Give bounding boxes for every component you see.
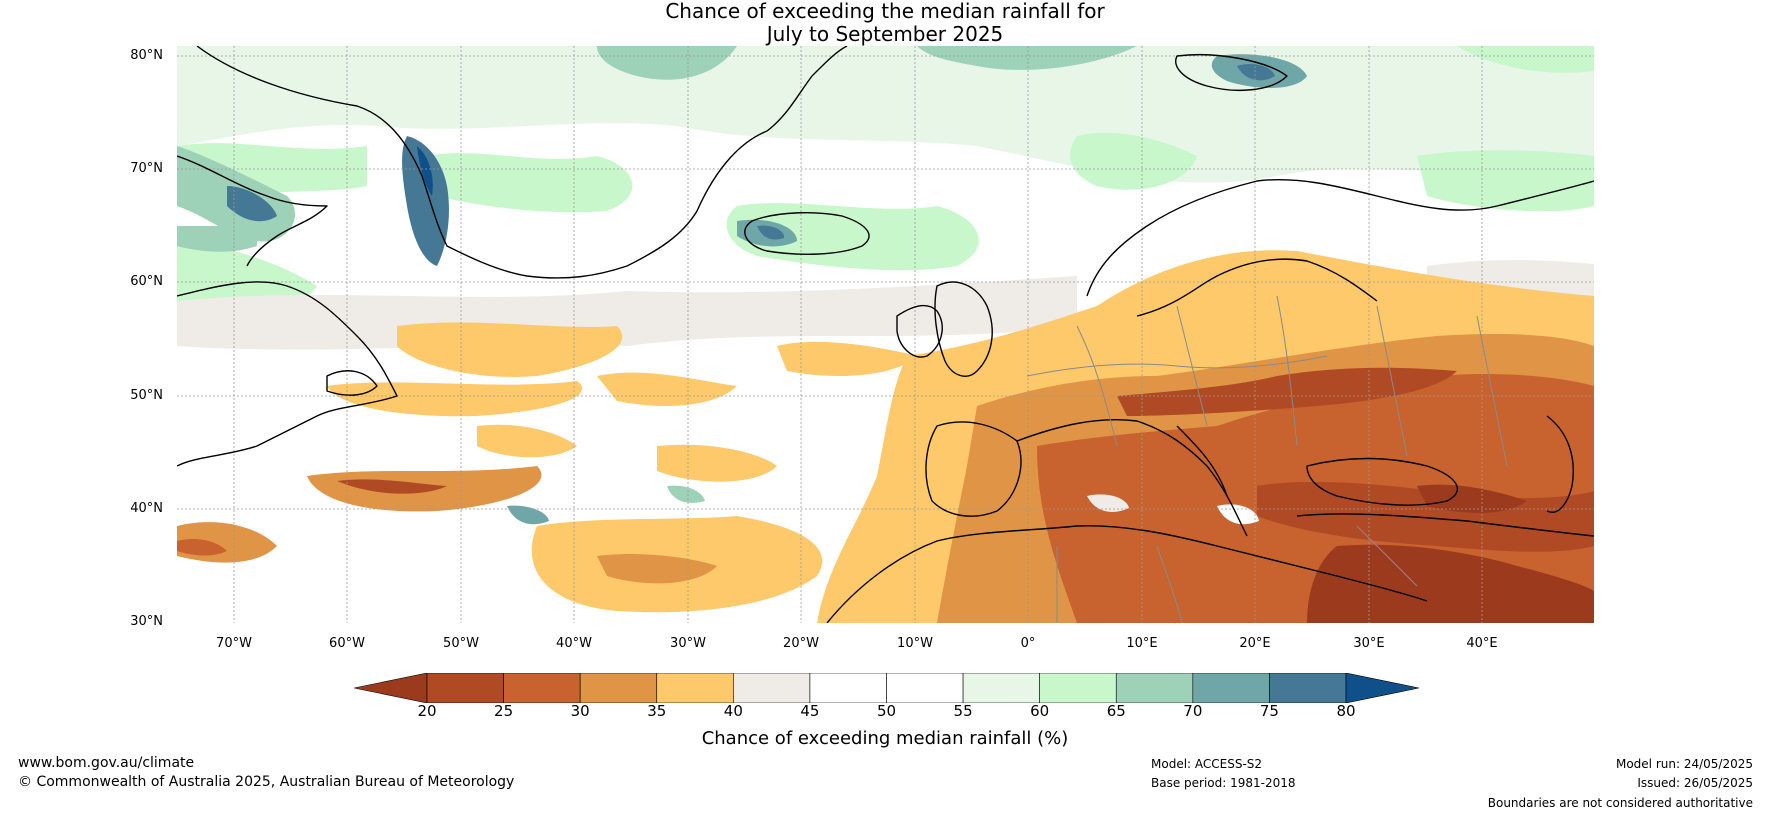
colorbar-tick-label: 20 [417, 702, 437, 720]
colorbar-box [809, 672, 887, 704]
colorbar-box [733, 672, 811, 704]
colorbar-box [1192, 672, 1270, 704]
colorbar-box [1039, 672, 1117, 704]
lon-label-10w: 10°W [897, 636, 933, 651]
colorbar-tick-label: 70 [1183, 702, 1203, 720]
colorbar-tick-label: 75 [1259, 702, 1279, 720]
colorbar-box [426, 672, 504, 704]
map-title-line1: Chance of exceeding the median rainfall … [665, 0, 1105, 23]
colorbar-tick-label: 40 [723, 702, 743, 720]
rainfall-map-svg [177, 46, 1594, 623]
lon-label-10e: 10°E [1126, 636, 1158, 651]
colorbar-extend-low [353, 672, 428, 704]
rainfall-map [177, 46, 1594, 623]
colorbar-tick-label: 60 [1030, 702, 1050, 720]
footer-model: Model: ACCESS-S2 [1151, 757, 1263, 771]
lon-label-60w: 60°W [329, 636, 365, 651]
colorbar-box [1269, 672, 1347, 704]
footer-copyright: © Commonwealth of Australia 2025, Austra… [18, 774, 515, 790]
colorbar-box [579, 672, 658, 704]
lat-label-60n: 60°N [130, 274, 163, 289]
colorbar-extend-high [1345, 672, 1420, 704]
footer-model-run: Model run: 24/05/2025 [1615, 757, 1753, 771]
footer-issued: Issued: 26/05/2025 [1637, 776, 1753, 790]
colorbar-tick-label: 30 [570, 702, 590, 720]
lon-label-30w: 30°W [670, 636, 706, 651]
colorbar-tick-label: 65 [1106, 702, 1126, 720]
lat-label-40n: 40°N [130, 501, 163, 516]
lon-label-50w: 50°W [443, 636, 479, 651]
colorbar-tick-label: 55 [953, 702, 973, 720]
lon-label-40w: 40°W [556, 636, 592, 651]
colorbar-tick-label: 45 [800, 702, 820, 720]
colorbar-box [503, 672, 581, 704]
colorbar [353, 672, 1420, 704]
lat-label-70n: 70°N [130, 161, 163, 176]
footer-base-period: Base period: 1981-2018 [1151, 776, 1296, 790]
colorbar-box [962, 672, 1040, 704]
footer-disclaimer: Boundaries are not considered authoritat… [1487, 796, 1753, 810]
colorbar-tick-label: 50 [876, 702, 897, 720]
footer-website: www.bom.gov.au/climate [18, 755, 195, 771]
lat-label-30n: 30°N [130, 614, 163, 629]
lon-label-40e: 40°E [1466, 636, 1498, 651]
colorbar-box [886, 672, 964, 704]
lat-label-80n: 80°N [130, 48, 163, 63]
colorbar-label: Chance of exceeding median rainfall (%) [701, 728, 1069, 749]
map-title: Chance of exceeding the median rainfall … [0, 0, 1770, 46]
lon-label-0: 0° [1020, 636, 1036, 651]
colorbar-tick-label: 80 [1336, 702, 1356, 720]
lat-label-50n: 50°N [130, 388, 163, 403]
map-title-line2: July to September 2025 [766, 22, 1004, 46]
colorbar-box [1115, 672, 1194, 704]
lon-label-70w: 70°W [216, 636, 252, 651]
lon-label-20e: 20°E [1239, 636, 1271, 651]
colorbar-svg [353, 672, 1420, 704]
lon-label-20w: 20°W [783, 636, 819, 651]
colorbar-box [656, 672, 734, 704]
lon-label-30e: 30°E [1353, 636, 1385, 651]
colorbar-tick-label: 25 [494, 702, 514, 720]
colorbar-tick-label: 35 [647, 702, 667, 720]
